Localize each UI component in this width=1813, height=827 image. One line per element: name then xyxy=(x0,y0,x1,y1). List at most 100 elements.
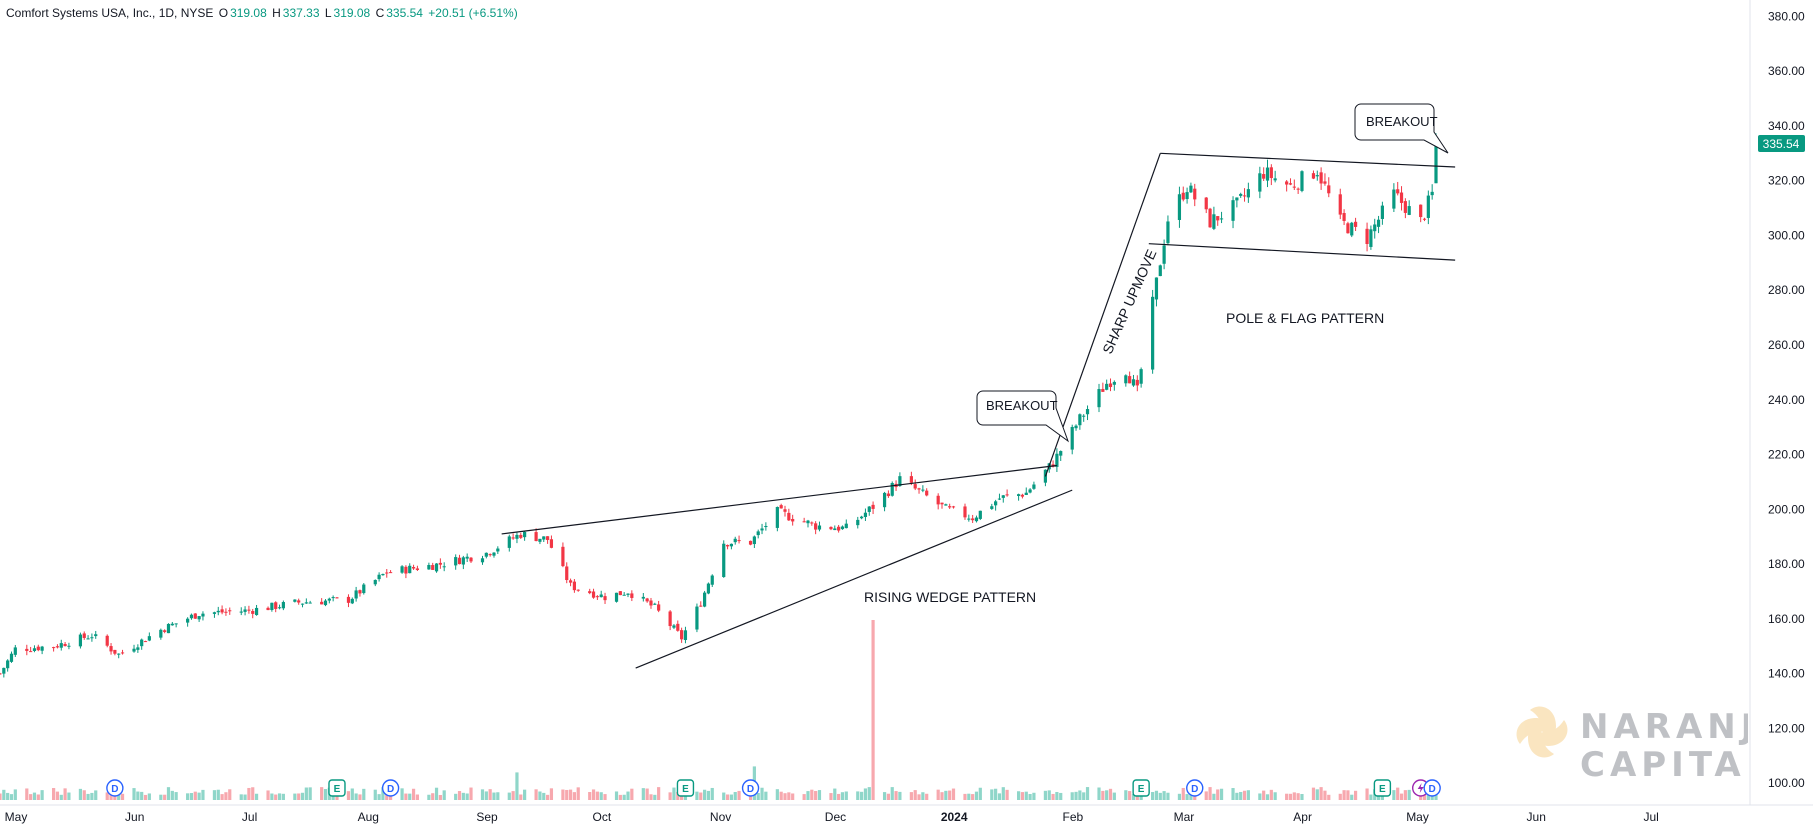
candle-body xyxy=(572,581,576,591)
candle-body xyxy=(641,596,645,599)
volume-bar xyxy=(1055,791,1059,800)
candle-body xyxy=(1376,219,1381,227)
candle-body xyxy=(626,593,630,595)
volume-bar xyxy=(1204,791,1208,800)
volume-bar xyxy=(362,788,366,800)
volume-bar xyxy=(274,794,278,800)
volume-bar xyxy=(507,792,511,800)
volume-bar xyxy=(856,791,860,800)
candle-body xyxy=(948,506,952,508)
candle-body xyxy=(967,518,971,520)
price-axis[interactable]: 100.00 120.00 140.00 160.00 180.00 200.00 220.… xyxy=(1768,9,1805,790)
volume-bar xyxy=(201,789,205,800)
candle-body xyxy=(1070,426,1074,450)
candle-body xyxy=(806,520,810,524)
volume-bar xyxy=(1239,791,1243,800)
volume-bar xyxy=(963,793,967,800)
volume-bar xyxy=(1047,790,1051,800)
candle-body xyxy=(32,648,37,651)
candle-body xyxy=(1399,192,1404,203)
volume-bar xyxy=(350,788,354,800)
price-tick-label: 300.00 xyxy=(1768,228,1805,242)
candle-body xyxy=(1166,221,1170,244)
candle-body xyxy=(174,623,178,625)
candle-body xyxy=(951,506,956,508)
volume-bar xyxy=(702,789,707,800)
volume-bar xyxy=(523,789,527,800)
candle-body xyxy=(725,544,730,547)
volume-bar xyxy=(484,791,488,800)
rising-wedge-label: RISING WEDGE PATTERN xyxy=(864,589,1036,605)
volume-bar xyxy=(626,791,630,800)
volume-bar xyxy=(974,791,979,800)
volume-bar xyxy=(488,789,492,800)
volume-bar xyxy=(480,789,485,800)
candle-body xyxy=(1380,205,1384,219)
volume-bar xyxy=(431,793,435,800)
volume-bar xyxy=(1105,790,1109,800)
candle-body xyxy=(13,647,17,655)
candle-body xyxy=(668,611,672,627)
volume-bar xyxy=(1300,794,1304,800)
candle-body xyxy=(193,613,197,619)
time-axis[interactable]: May Jun Jul Aug Sep Oct Nov Dec 2024 Feb Mar Apr May… xyxy=(5,810,1659,824)
trendlines[interactable] xyxy=(501,152,1456,669)
volume-bar xyxy=(630,788,634,800)
volume-bar xyxy=(434,787,439,800)
volume-bar xyxy=(1315,789,1319,800)
candle-body xyxy=(752,536,756,545)
volume-bar xyxy=(1219,788,1224,800)
volume-bar xyxy=(247,787,251,800)
candle-body xyxy=(1193,188,1197,200)
volume-bar xyxy=(653,794,657,800)
candle-body xyxy=(898,476,902,487)
volume-bar xyxy=(0,793,2,800)
volume-bar xyxy=(1024,791,1028,800)
candle-body xyxy=(67,645,71,647)
volume-bar xyxy=(159,794,163,800)
candle-body xyxy=(729,543,734,547)
candle-body xyxy=(837,526,841,531)
volume-bar xyxy=(683,794,688,800)
candle-body xyxy=(974,517,979,522)
volume-bar xyxy=(940,792,944,800)
dividend-marker-letter: D xyxy=(1191,784,1198,795)
breakout-callout-right[interactable]: BREAKOUT xyxy=(1354,103,1449,154)
volume-bar xyxy=(568,789,573,800)
candle-body xyxy=(0,673,2,675)
volume-bar xyxy=(1285,793,1289,800)
volume-bar xyxy=(1399,793,1404,800)
candle-body xyxy=(507,536,511,548)
volume-bar xyxy=(814,790,818,800)
volume-bar xyxy=(25,788,29,800)
candle-body xyxy=(971,518,975,521)
volume-bar xyxy=(1262,790,1266,800)
candle-body xyxy=(764,525,768,528)
breakout-callout-left[interactable]: BREAKOUT xyxy=(976,390,1070,443)
candle-body xyxy=(1181,192,1185,200)
candle-body xyxy=(1350,222,1354,236)
candle-body xyxy=(166,623,171,634)
candle-body xyxy=(427,564,431,570)
price-tick-label: 200.00 xyxy=(1768,502,1805,516)
volume-bar xyxy=(454,793,458,800)
volume-bar xyxy=(921,792,925,800)
candle-body xyxy=(484,552,488,557)
volume-bar xyxy=(1350,794,1354,800)
candle-body xyxy=(2,667,6,674)
time-tick-label: Jul xyxy=(1643,810,1658,824)
candle-body xyxy=(657,604,661,611)
volume-bar xyxy=(1108,788,1113,800)
volume-bar xyxy=(52,788,56,800)
volume-bar xyxy=(1005,789,1009,800)
candle-body xyxy=(388,572,393,574)
volume-bar xyxy=(270,793,274,800)
lightning-icon xyxy=(1417,783,1424,793)
volume-bar xyxy=(2,789,6,800)
volume-bar xyxy=(844,791,848,800)
volume-bar xyxy=(840,792,845,800)
candle-body xyxy=(1434,138,1438,184)
candle-body xyxy=(710,575,714,585)
volume-bar xyxy=(990,789,994,800)
